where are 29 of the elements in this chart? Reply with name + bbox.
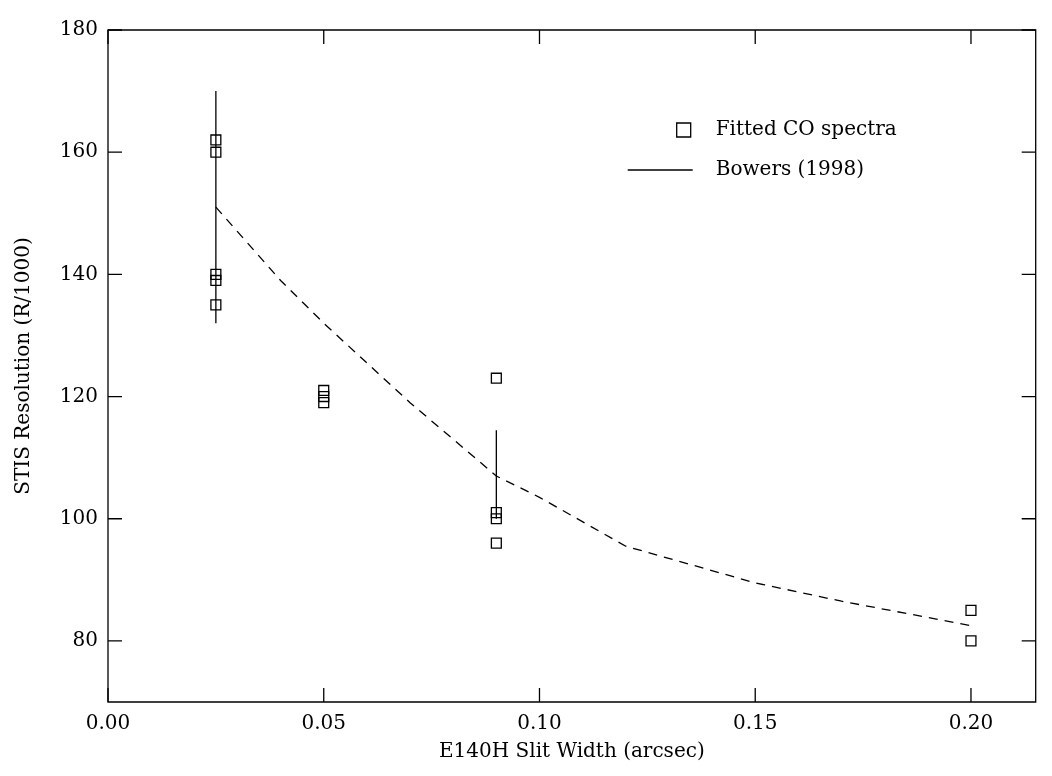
x-tick-label: 0.20	[948, 710, 994, 735]
y-tick-label: 180	[59, 16, 98, 41]
point	[210, 299, 222, 311]
x-tick-label: 0.15	[732, 710, 778, 735]
point	[210, 146, 222, 158]
x-axis-title: E140H Slit Width (arcsec)	[438, 738, 705, 763]
point	[210, 268, 222, 280]
point	[210, 274, 222, 287]
legend-label: Bowers (1998)	[715, 156, 865, 181]
y-tick-label: 160	[59, 138, 98, 163]
y-tick-label: 120	[59, 382, 98, 407]
point	[210, 134, 222, 146]
y-tick-label: 100	[59, 504, 98, 529]
point	[318, 390, 330, 403]
y-axis-title: STIS Resolution (R/1000)	[10, 237, 35, 495]
point	[490, 507, 502, 519]
y-tick-label: 140	[59, 260, 98, 285]
y-tick-label: 80	[72, 627, 98, 652]
legend-label: Fitted CO spectra	[715, 116, 897, 141]
point	[965, 635, 977, 647]
point	[318, 397, 330, 409]
point	[490, 372, 502, 384]
x-tick-label: 0.05	[301, 710, 347, 735]
x-tick-label: 0.00	[85, 710, 131, 735]
point	[965, 604, 977, 616]
x-tick-label: 0.10	[517, 710, 562, 735]
point	[318, 384, 330, 397]
point	[490, 537, 502, 549]
point	[490, 513, 502, 525]
